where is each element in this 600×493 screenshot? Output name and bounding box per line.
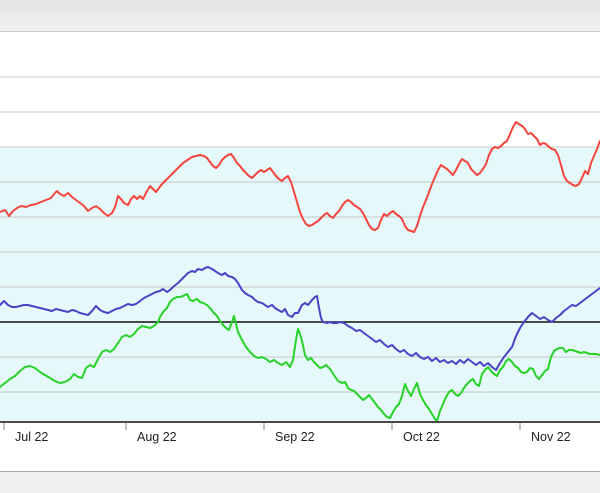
- series-green-line: [0, 293, 600, 422]
- series-blue-line: [0, 266, 600, 371]
- x-axis-label-jul-22: Jul 22: [15, 430, 48, 444]
- window-chrome-bottom-strip: [0, 471, 600, 493]
- series-red-line: [0, 121, 600, 233]
- x-axis-label-oct-22: Oct 22: [403, 430, 440, 444]
- plot-highlight-band: [0, 147, 600, 422]
- window-chrome-top-bar: [0, 0, 600, 32]
- x-axis-label-aug-22: Aug 22: [137, 430, 177, 444]
- x-axis-label-sep-22: Sep 22: [275, 430, 315, 444]
- x-axis-label-nov-22: Nov 22: [531, 430, 571, 444]
